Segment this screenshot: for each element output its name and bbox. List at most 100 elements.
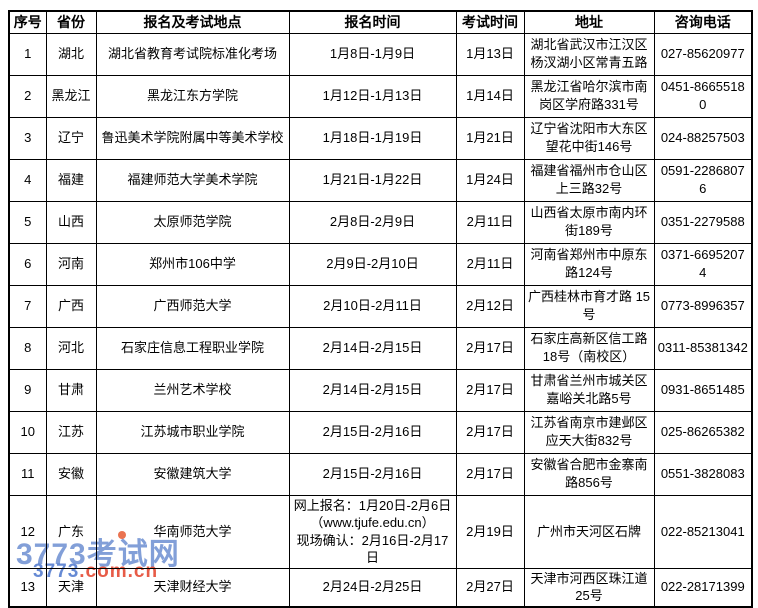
cell-location: 福建师范大学美术学院 bbox=[95, 158, 290, 202]
cell-num: 11 bbox=[8, 452, 47, 496]
cell-phone: 0931-8651485 bbox=[653, 368, 753, 412]
cell-reg_time: 1月8日-1月9日 bbox=[288, 32, 457, 76]
cell-num: 9 bbox=[8, 368, 47, 412]
cell-phone: 0451-86655180 bbox=[653, 74, 753, 118]
cell-num: 6 bbox=[8, 242, 47, 286]
cell-exam_time: 2月11日 bbox=[455, 242, 525, 286]
cell-num: 10 bbox=[8, 410, 47, 454]
table-row: 13 天津 天津财经大学 2月24日-2月25日 2月27日 天津市河西区珠江道25号 02… bbox=[8, 567, 753, 608]
cell-phone: 0773-8996357 bbox=[653, 284, 753, 328]
cell-address: 福建省福州市仓山区上三路32号 bbox=[523, 158, 655, 202]
cell-phone: 025-86265382 bbox=[653, 410, 753, 454]
cell-province: 甘肃 bbox=[45, 368, 97, 412]
cell-province: 广西 bbox=[45, 284, 97, 328]
cell-province: 湖北 bbox=[45, 32, 97, 76]
cell-address: 广西桂林市育才路 15号 bbox=[523, 284, 655, 328]
cell-location: 黑龙江东方学院 bbox=[95, 74, 290, 118]
cell-location: 太原师范学院 bbox=[95, 200, 290, 244]
table-row: 4 福建 福建师范大学美术学院 1月21日-1月22日 1月24日 福建省福州市仓山区上三… bbox=[8, 158, 753, 202]
table-row: 11 安徽 安徽建筑大学 2月15日-2月16日 2月17日 安徽省合肥市金寨南路856号… bbox=[8, 452, 753, 496]
cell-phone: 0591-22868076 bbox=[653, 158, 753, 202]
cell-address: 黑龙江省哈尔滨市南岗区学府路331号 bbox=[523, 74, 655, 118]
cell-province: 天津 bbox=[45, 567, 97, 608]
cell-location: 石家庄信息工程职业学院 bbox=[95, 326, 290, 370]
cell-exam_time: 2月19日 bbox=[455, 494, 525, 569]
cell-address: 石家庄高新区信工路18号（南校区） bbox=[523, 326, 655, 370]
cell-reg_time: 2月9日-2月10日 bbox=[288, 242, 457, 286]
column-header-location: 报名及考试地点 bbox=[95, 10, 290, 34]
table-row: 12 广东 华南师范大学 网上报名：1月20日-2月6日 （www.tjufe.edu.… bbox=[8, 494, 753, 569]
cell-address: 广州市天河区石牌 bbox=[523, 494, 655, 569]
cell-reg_time: 2月15日-2月16日 bbox=[288, 410, 457, 454]
cell-address: 湖北省武汉市江汉区杨汊湖小区常青五路 bbox=[523, 32, 655, 76]
cell-num: 3 bbox=[8, 116, 47, 160]
cell-line: 网上报名：1月20日-2月6日 bbox=[293, 497, 452, 513]
cell-phone: 0311-85381342 bbox=[653, 326, 753, 370]
cell-reg_time: 2月14日-2月15日 bbox=[288, 368, 457, 412]
cell-reg_time: 2月24日-2月25日 bbox=[288, 567, 457, 608]
cell-phone: 022-85213041 bbox=[653, 494, 753, 569]
table-row: 9 甘肃 兰州艺术学校 2月14日-2月15日 2月17日 甘肃省兰州市城关区嘉峪关北路5… bbox=[8, 368, 753, 412]
cell-province: 河北 bbox=[45, 326, 97, 370]
cell-exam_time: 2月27日 bbox=[455, 567, 525, 608]
cell-location: 湖北省教育考试院标准化考场 bbox=[95, 32, 290, 76]
cell-province: 江苏 bbox=[45, 410, 97, 454]
cell-exam_time: 2月17日 bbox=[455, 410, 525, 454]
cell-reg_time: 2月8日-2月9日 bbox=[288, 200, 457, 244]
cell-exam_time: 1月14日 bbox=[455, 74, 525, 118]
cell-address: 河南省郑州市中原东路124号 bbox=[523, 242, 655, 286]
cell-phone: 0351-2279588 bbox=[653, 200, 753, 244]
cell-num: 5 bbox=[8, 200, 47, 244]
cell-reg_time: 1月18日-1月19日 bbox=[288, 116, 457, 160]
cell-phone: 0551-3828083 bbox=[653, 452, 753, 496]
cell-phone: 0371-66952074 bbox=[653, 242, 753, 286]
table-body: 1 湖北 湖北省教育考试院标准化考场 1月8日-1月9日 1月13日 湖北省武汉市江汉区杨… bbox=[8, 32, 753, 608]
header-row: 序号 省份 报名及考试地点 报名时间 考试时间 地址 咨询电话 bbox=[8, 10, 753, 34]
column-header-reg_time: 报名时间 bbox=[288, 10, 457, 34]
cell-exam_time: 1月21日 bbox=[455, 116, 525, 160]
cell-num: 13 bbox=[8, 567, 47, 608]
cell-location: 广西师范大学 bbox=[95, 284, 290, 328]
cell-exam_time: 2月11日 bbox=[455, 200, 525, 244]
table-row: 2 黑龙江 黑龙江东方学院 1月12日-1月13日 1月14日 黑龙江省哈尔滨市南岗区学府… bbox=[8, 74, 753, 118]
cell-num: 2 bbox=[8, 74, 47, 118]
cell-address: 山西省太原市南内环街189号 bbox=[523, 200, 655, 244]
cell-province: 黑龙江 bbox=[45, 74, 97, 118]
cell-num: 8 bbox=[8, 326, 47, 370]
cell-location: 华南师范大学 bbox=[95, 494, 290, 569]
cell-province: 河南 bbox=[45, 242, 97, 286]
cell-location: 郑州市106中学 bbox=[95, 242, 290, 286]
table-row: 7 广西 广西师范大学 2月10日-2月11日 2月12日 广西桂林市育才路 15号 077… bbox=[8, 284, 753, 328]
cell-num: 4 bbox=[8, 158, 47, 202]
cell-address: 天津市河西区珠江道25号 bbox=[523, 567, 655, 608]
table-row: 3 辽宁 鲁迅美术学院附属中等美术学校 1月18日-1月19日 1月21日 辽宁省沈阳市大… bbox=[8, 116, 753, 160]
cell-address: 安徽省合肥市金寨南路856号 bbox=[523, 452, 655, 496]
column-header-province: 省份 bbox=[45, 10, 97, 34]
cell-exam_time: 2月17日 bbox=[455, 368, 525, 412]
cell-address: 甘肃省兰州市城关区嘉峪关北路5号 bbox=[523, 368, 655, 412]
cell-reg_time: 网上报名：1月20日-2月6日 （www.tjufe.edu.cn） 现场确认：2月… bbox=[288, 494, 457, 569]
cell-province: 福建 bbox=[45, 158, 97, 202]
cell-address: 辽宁省沈阳市大东区望花中街146号 bbox=[523, 116, 655, 160]
column-header-phone: 咨询电话 bbox=[653, 10, 753, 34]
cell-phone: 024-88257503 bbox=[653, 116, 753, 160]
cell-exam_time: 2月12日 bbox=[455, 284, 525, 328]
cell-line: （www.tjufe.edu.cn） bbox=[310, 515, 435, 531]
cell-exam_time: 2月17日 bbox=[455, 452, 525, 496]
table-row: 10 江苏 江苏城市职业学院 2月15日-2月16日 2月17日 江苏省南京市建邺区应天大… bbox=[8, 410, 753, 454]
cell-reg_time: 2月14日-2月15日 bbox=[288, 326, 457, 370]
table-row: 1 湖北 湖北省教育考试院标准化考场 1月8日-1月9日 1月13日 湖北省武汉市江汉区杨… bbox=[8, 32, 753, 76]
cell-phone: 027-85620977 bbox=[653, 32, 753, 76]
column-header-exam_time: 考试时间 bbox=[455, 10, 525, 34]
cell-province: 安徽 bbox=[45, 452, 97, 496]
cell-location: 天津财经大学 bbox=[95, 567, 290, 608]
cell-address: 江苏省南京市建邺区应天大街832号 bbox=[523, 410, 655, 454]
cell-exam_time: 1月24日 bbox=[455, 158, 525, 202]
cell-location: 江苏城市职业学院 bbox=[95, 410, 290, 454]
cell-location: 兰州艺术学校 bbox=[95, 368, 290, 412]
cell-num: 1 bbox=[8, 32, 47, 76]
cell-exam_time: 1月13日 bbox=[455, 32, 525, 76]
column-header-num: 序号 bbox=[8, 10, 47, 34]
cell-num: 7 bbox=[8, 284, 47, 328]
